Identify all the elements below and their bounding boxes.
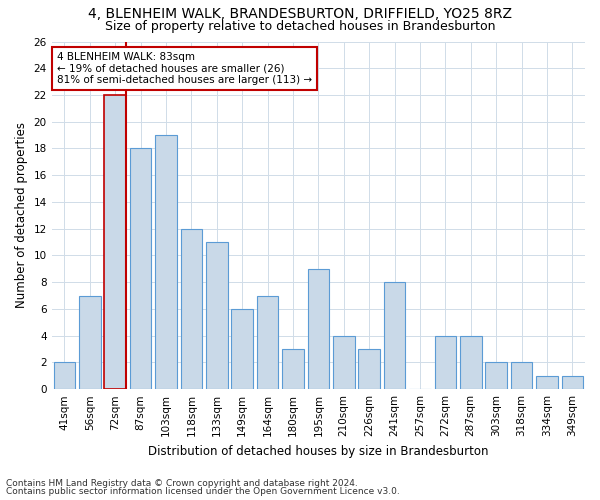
Bar xyxy=(282,349,304,389)
Bar xyxy=(232,309,253,389)
Bar xyxy=(79,296,101,389)
X-axis label: Distribution of detached houses by size in Brandesburton: Distribution of detached houses by size … xyxy=(148,444,488,458)
Bar xyxy=(308,269,329,389)
Y-axis label: Number of detached properties: Number of detached properties xyxy=(15,122,28,308)
Text: Contains public sector information licensed under the Open Government Licence v3: Contains public sector information licen… xyxy=(6,487,400,496)
Bar xyxy=(155,135,177,389)
Bar xyxy=(181,228,202,389)
Bar xyxy=(257,296,278,389)
Text: Size of property relative to detached houses in Brandesburton: Size of property relative to detached ho… xyxy=(105,20,495,33)
Text: Contains HM Land Registry data © Crown copyright and database right 2024.: Contains HM Land Registry data © Crown c… xyxy=(6,478,358,488)
Text: 4 BLENHEIM WALK: 83sqm
← 19% of detached houses are smaller (26)
81% of semi-det: 4 BLENHEIM WALK: 83sqm ← 19% of detached… xyxy=(57,52,312,85)
Bar xyxy=(434,336,456,389)
Bar xyxy=(206,242,227,389)
Bar xyxy=(130,148,151,389)
Bar xyxy=(460,336,482,389)
Bar xyxy=(53,362,75,389)
Bar xyxy=(333,336,355,389)
Bar xyxy=(358,349,380,389)
Text: 4, BLENHEIM WALK, BRANDESBURTON, DRIFFIELD, YO25 8RZ: 4, BLENHEIM WALK, BRANDESBURTON, DRIFFIE… xyxy=(88,8,512,22)
Bar xyxy=(104,95,126,389)
Bar xyxy=(536,376,557,389)
Bar xyxy=(511,362,532,389)
Bar xyxy=(485,362,507,389)
Bar xyxy=(562,376,583,389)
Bar xyxy=(384,282,406,389)
